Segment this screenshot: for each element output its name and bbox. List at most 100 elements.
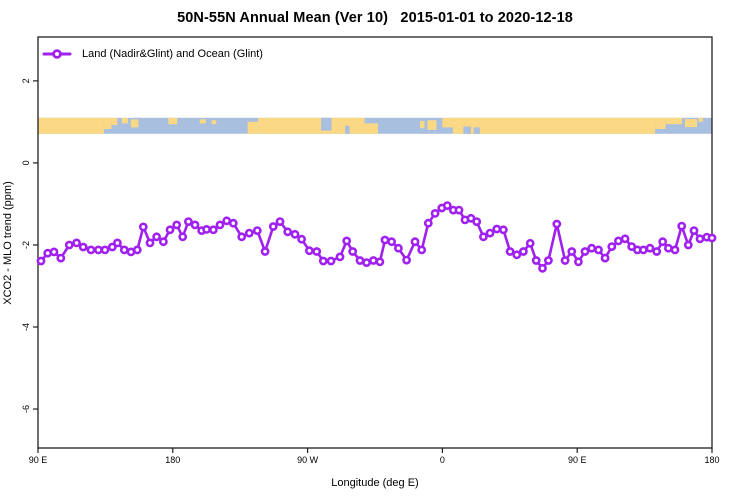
y-tick-label: -2 xyxy=(21,241,31,249)
data-point-marker xyxy=(208,225,218,235)
data-point-marker xyxy=(355,256,365,265)
data-point-marker xyxy=(158,237,168,247)
data-point-marker xyxy=(172,220,182,230)
x-tick-label: 90 E xyxy=(568,455,587,465)
map-band-segment-land xyxy=(38,117,104,134)
data-point-marker xyxy=(639,245,648,255)
y-tick-label: -6 xyxy=(21,405,31,413)
map-band-segment-ocean xyxy=(473,127,480,134)
map-band-segment-land xyxy=(199,119,206,124)
map-band-segment-land xyxy=(103,117,112,130)
data-point-marker xyxy=(707,233,717,243)
data-point-marker xyxy=(442,201,452,210)
map-band-segment-land xyxy=(665,117,683,125)
data-point-marker xyxy=(72,238,81,248)
data-point-marker xyxy=(485,228,495,238)
data-point-marker xyxy=(260,247,270,256)
data-point-marker xyxy=(587,243,597,253)
x-tick-label: 90 E xyxy=(29,455,48,465)
data-point-marker xyxy=(683,240,693,250)
legend-label: Land (Nadir&Glint) and Ocean (Glint) xyxy=(82,48,263,60)
data-point-marker xyxy=(454,205,464,215)
data-point-marker xyxy=(677,221,687,231)
data-point-marker xyxy=(165,225,175,235)
data-point-marker xyxy=(283,227,293,237)
map-band-segment-land xyxy=(258,117,365,134)
data-point-marker xyxy=(100,245,110,255)
map-band-segment-ocean xyxy=(345,125,350,134)
data-point-marker xyxy=(222,216,232,226)
data-point-marker xyxy=(410,237,420,247)
map-band-segment-land xyxy=(685,119,698,128)
map-band-segment-land xyxy=(655,117,666,130)
data-point-marker xyxy=(228,218,238,228)
data-point-marker xyxy=(362,258,371,267)
x-tick-label: 0 xyxy=(440,455,445,465)
data-point-marker xyxy=(36,256,46,266)
data-point-marker xyxy=(375,257,385,267)
data-point-marker xyxy=(423,218,433,228)
map-band-segment-land xyxy=(121,117,128,124)
data-point-marker xyxy=(348,247,358,256)
x-axis-title: Longitude (deg E) xyxy=(331,477,419,489)
data-point-marker xyxy=(64,240,74,250)
data-point-marker xyxy=(113,238,122,248)
data-point-marker xyxy=(86,245,96,255)
data-point-marker xyxy=(519,247,528,256)
data-point-marker xyxy=(689,226,699,235)
data-point-marker xyxy=(183,217,193,226)
data-point-marker xyxy=(387,237,396,247)
data-point-marker xyxy=(607,242,617,251)
data-point-marker xyxy=(326,256,336,266)
data-point-marker xyxy=(695,234,705,244)
data-point-marker xyxy=(531,256,541,265)
legend-marker xyxy=(42,49,72,59)
data-point-marker xyxy=(244,228,254,238)
data-point-marker xyxy=(290,229,300,239)
data-point-marker xyxy=(430,208,440,218)
map-band-segment-land xyxy=(698,117,704,122)
data-point-marker xyxy=(393,243,403,253)
map-band-segment-ocean xyxy=(321,117,332,131)
chart-title: 50N-55N Annual Mean (Ver 10) 2015-01-01 … xyxy=(177,10,573,26)
data-point-marker xyxy=(544,256,553,265)
data-point-marker xyxy=(94,245,103,255)
y-tick-label: 2 xyxy=(21,78,31,83)
data-point-marker xyxy=(312,247,322,256)
data-point-marker xyxy=(119,245,129,255)
data-point-marker xyxy=(600,253,610,263)
data-point-marker xyxy=(492,224,502,234)
data-point-marker xyxy=(594,245,603,255)
data-point-marker xyxy=(552,219,562,229)
data-point-marker xyxy=(478,232,488,242)
data-point-marker xyxy=(304,246,314,256)
plot-border xyxy=(37,36,713,449)
map-band-segment-ocean xyxy=(463,126,471,134)
map-band-segment-land xyxy=(442,117,453,128)
data-point-marker xyxy=(215,220,225,230)
data-point-marker xyxy=(202,224,211,234)
data-point-marker xyxy=(512,250,522,260)
map-band-segment-land xyxy=(168,117,178,125)
data-point-marker xyxy=(297,234,306,244)
data-point-marker xyxy=(132,245,142,255)
data-point-marker xyxy=(652,247,662,256)
data-point-marker xyxy=(498,225,508,235)
x-tick-label: 180 xyxy=(704,455,719,465)
data-point-marker xyxy=(49,247,59,257)
data-point-marker xyxy=(580,247,590,256)
map-band-segment-land xyxy=(364,123,378,134)
data-point-marker xyxy=(275,217,285,226)
data-point-marker xyxy=(560,256,570,265)
data-point-marker xyxy=(152,232,161,242)
data-point-marker xyxy=(574,257,583,267)
data-point-marker xyxy=(190,220,200,230)
data-point-marker xyxy=(380,235,390,245)
map-band-segment-land xyxy=(211,120,217,125)
data-point-marker xyxy=(268,222,278,231)
data-point-marker xyxy=(178,232,188,242)
data-point-marker xyxy=(237,232,247,242)
legend: Land (Nadir&Glint) and Ocean (Glint) xyxy=(44,47,263,61)
data-point-marker xyxy=(538,263,547,273)
data-point-marker xyxy=(658,237,668,247)
